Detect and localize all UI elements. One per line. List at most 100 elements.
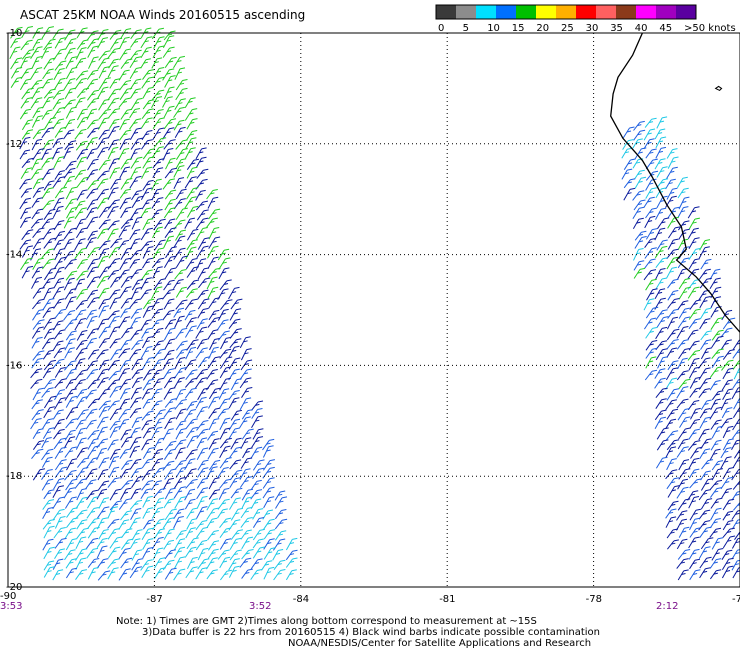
wind-barb bbox=[175, 207, 188, 220]
wind-barb bbox=[174, 399, 187, 410]
wind-barb bbox=[164, 487, 176, 500]
wind-barb bbox=[30, 168, 43, 180]
wind-barb bbox=[701, 459, 714, 470]
wind-barb bbox=[228, 427, 240, 439]
wind-barb bbox=[699, 448, 711, 460]
wind-barb bbox=[164, 198, 176, 211]
wind-barb bbox=[645, 306, 659, 319]
wind-barb bbox=[229, 497, 241, 510]
wind-barb bbox=[119, 118, 130, 131]
pass-time-label: 2:12 bbox=[656, 601, 678, 612]
wind-barb bbox=[53, 397, 66, 410]
wind-barb bbox=[32, 319, 45, 330]
wind-barb bbox=[30, 418, 42, 430]
wind-barb bbox=[208, 438, 220, 450]
wind-barb bbox=[141, 130, 153, 141]
wind-barb bbox=[110, 178, 122, 190]
wind-barb bbox=[151, 297, 163, 310]
wind-barb bbox=[732, 429, 740, 439]
wind-barb bbox=[698, 428, 710, 441]
wind-barb bbox=[699, 408, 711, 419]
wind-barb bbox=[20, 67, 33, 80]
wind-barb bbox=[710, 398, 721, 411]
wind-barb bbox=[52, 147, 63, 160]
wind-barb bbox=[239, 557, 252, 568]
wind-barb bbox=[230, 487, 243, 499]
wind-barb bbox=[655, 136, 667, 149]
wind-barb bbox=[43, 378, 56, 390]
wind-barb bbox=[109, 276, 122, 288]
wind-barb bbox=[109, 536, 122, 549]
wind-barb bbox=[250, 498, 262, 509]
wind-barb bbox=[655, 340, 668, 351]
wind-barb bbox=[654, 227, 666, 241]
wind-barb bbox=[230, 378, 242, 391]
wind-barb bbox=[689, 508, 701, 521]
latitude-labels: -10 -12 -14 -16 -18 -20 bbox=[6, 28, 22, 593]
wind-barb bbox=[700, 498, 713, 510]
wind-barb bbox=[633, 267, 646, 279]
scale-swatch bbox=[476, 5, 497, 19]
wind-barb bbox=[19, 239, 32, 250]
wind-barb bbox=[655, 456, 668, 469]
wind-barb bbox=[163, 105, 175, 118]
wind-barb bbox=[185, 449, 198, 460]
wind-barb bbox=[676, 339, 689, 350]
wind-barb bbox=[63, 216, 75, 229]
wind-barb bbox=[98, 400, 111, 411]
wind-barb bbox=[285, 557, 298, 568]
wind-barb bbox=[195, 189, 206, 201]
wind-barb bbox=[163, 368, 175, 379]
wind-barb bbox=[120, 206, 132, 219]
wind-barb bbox=[65, 538, 78, 551]
wind-barb bbox=[654, 128, 666, 140]
wind-barb bbox=[120, 510, 132, 521]
wind-barb bbox=[64, 469, 77, 481]
wind-barb bbox=[151, 480, 162, 491]
lat-label: -10 bbox=[6, 28, 22, 39]
wind-barb bbox=[645, 187, 657, 199]
wind-barb bbox=[52, 340, 64, 351]
wind-barb bbox=[679, 416, 691, 428]
wind-barb bbox=[107, 439, 119, 451]
lat-label: -18 bbox=[6, 471, 22, 482]
wind-barb bbox=[711, 329, 724, 341]
wind-barb bbox=[118, 316, 131, 329]
wind-barb bbox=[32, 178, 44, 190]
wind-barb bbox=[107, 518, 120, 529]
wind-barb bbox=[120, 468, 131, 479]
wind-barb bbox=[109, 29, 122, 40]
wind-barb bbox=[85, 337, 97, 350]
wind-barb bbox=[252, 517, 265, 528]
wind-barb bbox=[21, 26, 33, 39]
wind-barb bbox=[709, 366, 723, 378]
wind-barb bbox=[666, 166, 678, 180]
map-frame bbox=[7, 32, 740, 588]
wind-barb bbox=[709, 558, 722, 569]
wind-barb bbox=[153, 137, 167, 148]
wind-barb bbox=[655, 207, 667, 220]
wind-barb bbox=[240, 517, 253, 528]
wind-barb bbox=[196, 487, 209, 500]
wind-barb bbox=[173, 119, 185, 131]
wind-barb bbox=[31, 399, 43, 410]
wind-barb bbox=[666, 256, 679, 270]
wind-barb bbox=[97, 228, 109, 240]
wind-barb bbox=[75, 536, 87, 550]
wind-barb bbox=[53, 239, 65, 251]
wind-barb bbox=[184, 176, 197, 189]
wind-barb bbox=[140, 240, 153, 251]
wind-barb bbox=[174, 315, 185, 329]
wind-barb bbox=[699, 277, 712, 289]
wind-barb bbox=[110, 348, 122, 361]
wind-barb bbox=[274, 530, 287, 541]
wind-barb bbox=[174, 556, 186, 569]
wind-barb bbox=[207, 317, 220, 328]
wind-barb bbox=[678, 246, 690, 259]
wind-barb bbox=[87, 258, 99, 271]
wind-barb bbox=[96, 197, 110, 210]
wind-barb bbox=[41, 157, 54, 169]
wind-barb bbox=[152, 377, 164, 389]
wind-barb bbox=[667, 216, 679, 229]
wind-barb bbox=[185, 566, 198, 579]
